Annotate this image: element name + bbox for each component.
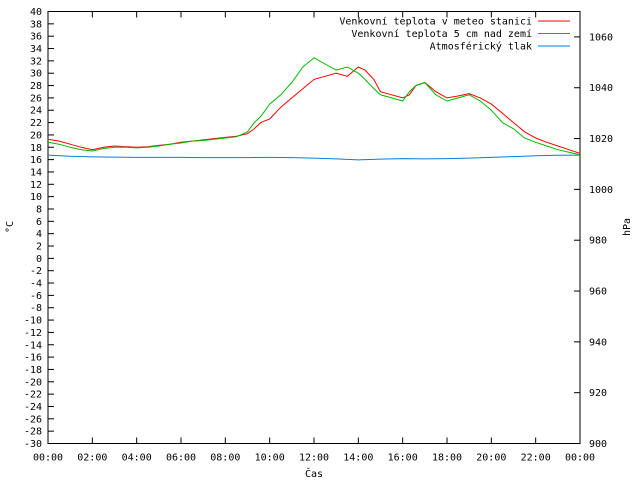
- series-line-1: [47, 66, 581, 154]
- y-tick-label: 34: [30, 44, 42, 55]
- y2-tick-label: 920: [589, 388, 607, 399]
- y-tick-label: -18: [24, 365, 42, 376]
- y-tick-label: 2: [36, 242, 42, 253]
- x-axis-label: Čas: [305, 467, 323, 480]
- left-axis-ticks: 4038363432302826242220181614121086420-2-…: [24, 7, 54, 450]
- y-tick-label: 32: [30, 56, 42, 67]
- x-tick-label: 14:00: [343, 453, 373, 464]
- y2-tick-label: 900: [589, 439, 607, 450]
- x-tick-label: 22:00: [521, 453, 551, 464]
- y-tick-label: -8: [30, 303, 42, 314]
- y-tick-label: -22: [24, 390, 42, 401]
- x-tick-label: 04:00: [122, 453, 152, 464]
- y-tick-label: 0: [36, 254, 42, 265]
- series-line-2: [47, 57, 581, 156]
- y-tick-label: 8: [36, 204, 42, 215]
- y-tick-label: -10: [24, 316, 42, 327]
- y-tick-label: 40: [30, 7, 42, 18]
- y2-tick-label: 1060: [589, 32, 613, 43]
- x-tick-label: 16:00: [388, 453, 418, 464]
- y2-tick-label: 960: [589, 287, 607, 298]
- y-tick-label: -24: [24, 402, 42, 413]
- y2-axis-label: hPa: [622, 218, 633, 236]
- y-tick-label: 4: [36, 229, 42, 240]
- legend-label: Venkovní teplota 5 cm nad zemí: [351, 28, 532, 40]
- legend: Venkovní teplota v meteo staniciVenkovní…: [339, 16, 570, 53]
- y2-tick-label: 980: [589, 236, 607, 247]
- y-tick-label: -16: [24, 353, 42, 364]
- plot-frame: [47, 11, 581, 444]
- y2-tick-label: 1020: [589, 134, 613, 145]
- x-tick-label: 00:00: [565, 453, 595, 464]
- x-tick-label: 02:00: [77, 453, 107, 464]
- legend-label: Venkovní teplota v meteo stanici: [339, 16, 532, 28]
- series-line-3: [47, 154, 581, 161]
- y-tick-label: 20: [30, 130, 42, 141]
- legend-label: Atmosférický tlak: [430, 41, 532, 53]
- y-tick-label: -14: [24, 340, 42, 351]
- y-tick-label: 22: [30, 118, 42, 129]
- y-tick-label: 38: [30, 19, 42, 30]
- x-tick-label: 00:00: [33, 453, 63, 464]
- y-tick-label: -2: [30, 266, 42, 277]
- y-tick-label: 6: [36, 217, 42, 228]
- y2-tick-label: 1040: [589, 83, 613, 94]
- y-tick-label: 10: [30, 192, 42, 203]
- y-tick-label: 30: [30, 69, 42, 80]
- y-tick-label: -6: [30, 291, 42, 302]
- x-tick-label: 08:00: [210, 453, 240, 464]
- x-axis-ticks: 00:00 02:00 04:00 06:00 08:00 10:00 12:00 14:00…: [33, 11, 595, 464]
- y-tick-label: -12: [24, 328, 42, 339]
- y-tick-label: 26: [30, 93, 42, 104]
- y-tick-label: 12: [30, 180, 42, 191]
- y-tick-label: -4: [30, 279, 42, 290]
- y2-tick-label: 1000: [589, 185, 613, 196]
- y-tick-label: 14: [30, 167, 42, 178]
- x-tick-label: 06:00: [166, 453, 196, 464]
- series-lines: [47, 57, 581, 161]
- y-tick-label: -30: [24, 439, 42, 450]
- y2-tick-label: 940: [589, 337, 607, 348]
- y-tick-label: 28: [30, 81, 42, 92]
- y-tick-label: 36: [30, 32, 42, 43]
- x-tick-label: 18:00: [432, 453, 462, 464]
- right-axis-ticks: 1060 1040 1020 1000 980 960 940 920 900: [574, 32, 613, 450]
- y-tick-label: -28: [24, 427, 42, 438]
- x-tick-label: 10:00: [255, 453, 285, 464]
- y-tick-label: -26: [24, 414, 42, 425]
- y-tick-label: 24: [30, 106, 42, 117]
- x-tick-label: 20:00: [476, 453, 506, 464]
- y-tick-label: 16: [30, 155, 42, 166]
- x-tick-label: 12:00: [299, 453, 329, 464]
- y-tick-label: -20: [24, 377, 42, 388]
- y-axis-label: °C: [5, 221, 16, 233]
- y-tick-label: 18: [30, 143, 42, 154]
